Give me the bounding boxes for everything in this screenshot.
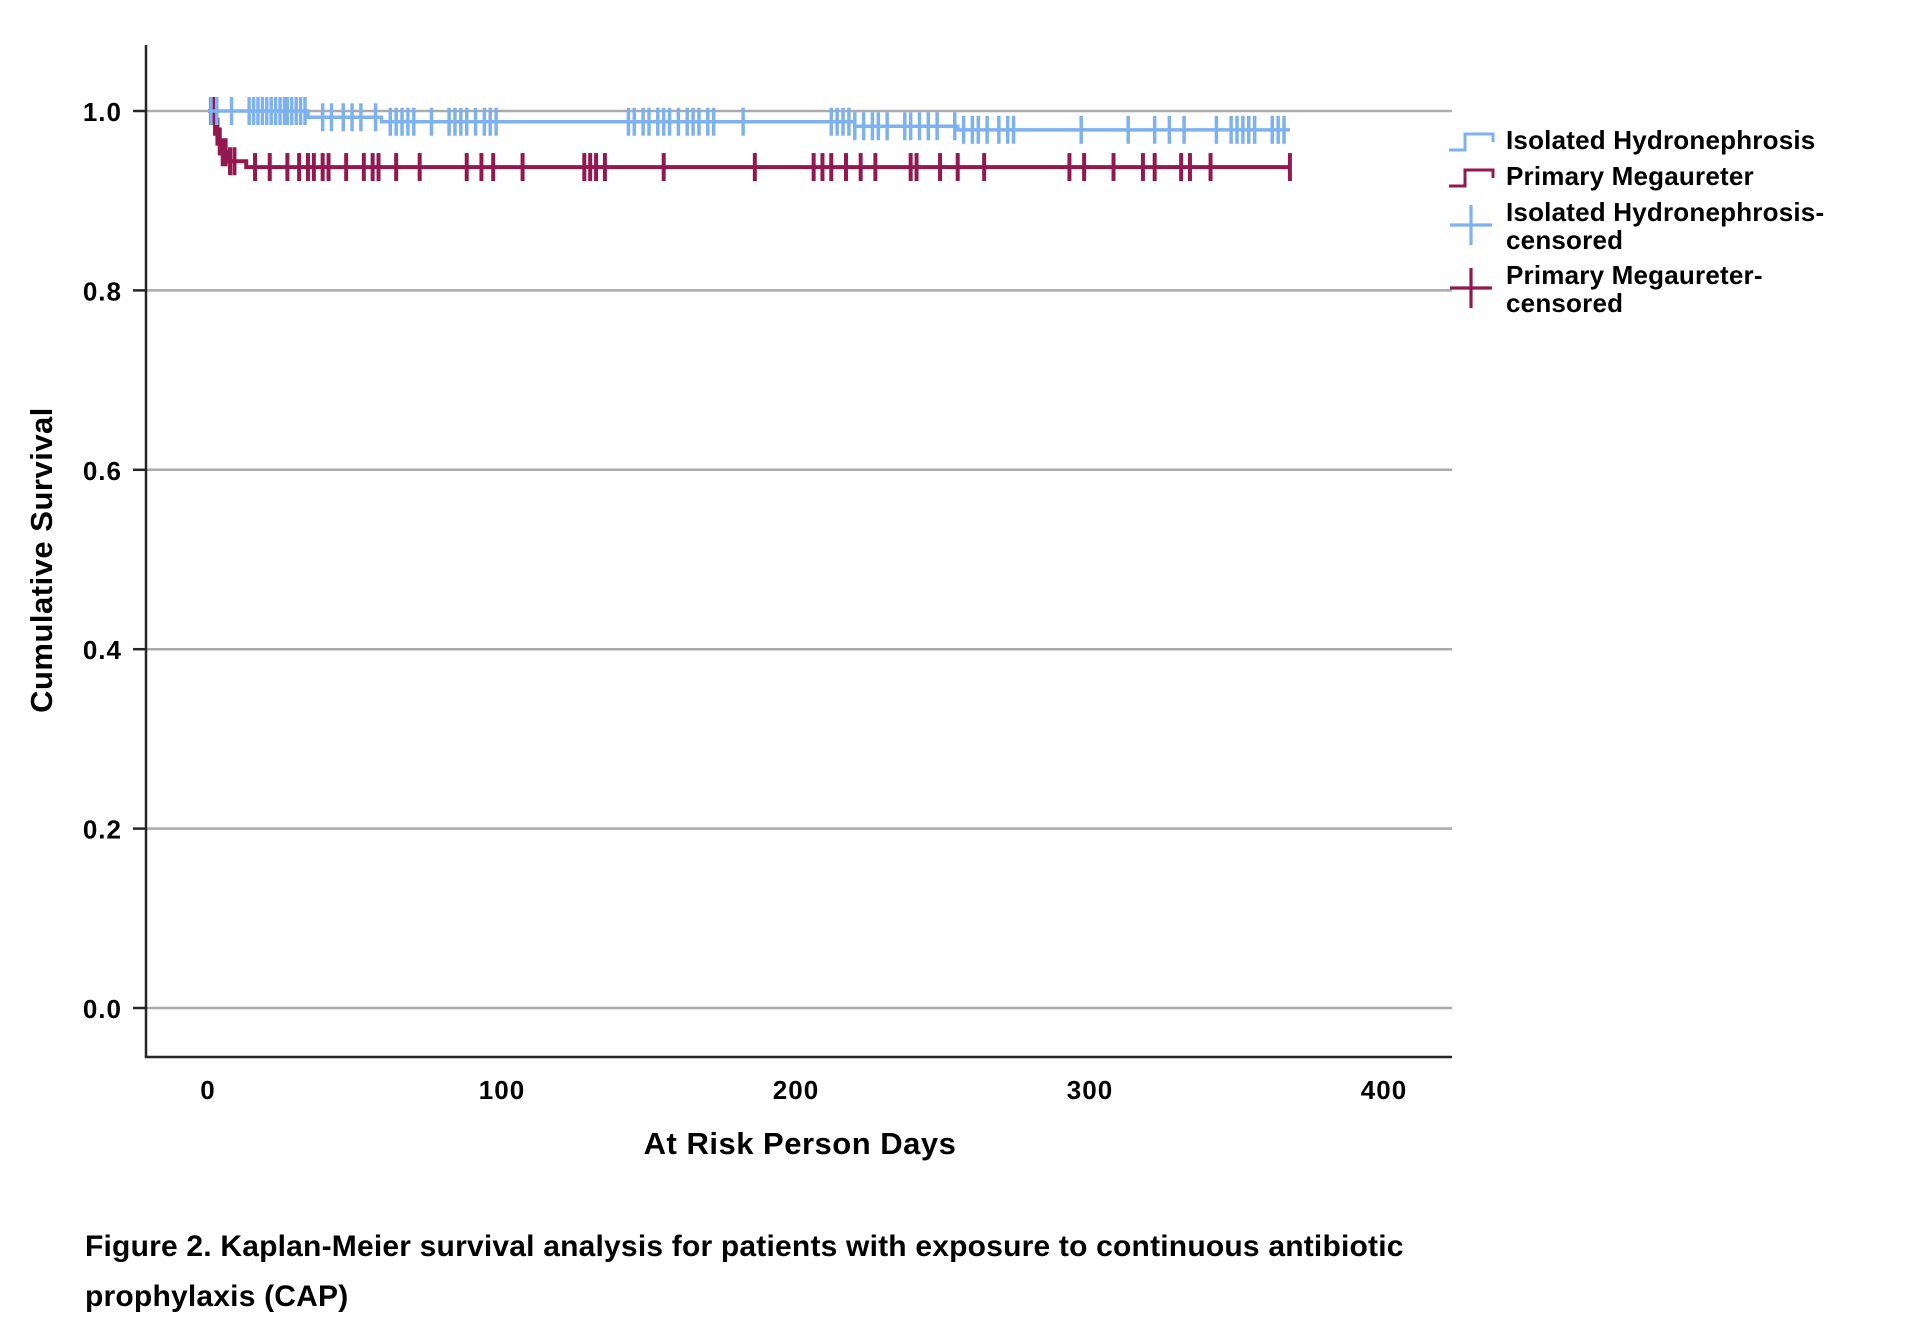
legend-label: Primary Megaureter bbox=[1506, 161, 1754, 191]
censored-plus-icon bbox=[1448, 261, 1506, 309]
legend-label: Primary Megaureter-censored bbox=[1506, 260, 1763, 319]
step-line-icon bbox=[1448, 162, 1506, 191]
chart-legend: Isolated Hydronephrosis Primary Megauret… bbox=[1448, 126, 1878, 317]
x-tick-label: 400 bbox=[1361, 1075, 1407, 1105]
legend-label: Isolated Hydronephrosis bbox=[1506, 125, 1816, 155]
figure-caption: Figure 2. Kaplan-Meier survival analysis… bbox=[85, 1230, 1404, 1313]
survival-curve-isolated-hydronephrosis bbox=[208, 109, 1290, 132]
step-line-icon bbox=[1448, 126, 1506, 155]
legend-item-primary-megaureter: Primary Megaureter bbox=[1448, 162, 1878, 191]
x-tick-label: 0 bbox=[200, 1075, 215, 1105]
y-axis-title: Cumulative Survival bbox=[24, 407, 59, 713]
y-tick-label: 0.2 bbox=[83, 815, 122, 845]
y-tick-label: 0.4 bbox=[83, 635, 122, 665]
legend-item-isolated-hydronephrosis: Isolated Hydronephrosis bbox=[1448, 126, 1878, 155]
y-tick-label: 0.8 bbox=[83, 276, 122, 306]
y-tick-label: 0.0 bbox=[83, 994, 122, 1024]
censored-plus-icon bbox=[1448, 198, 1506, 246]
x-tick-label: 100 bbox=[479, 1075, 525, 1105]
y-tick-label: 1.0 bbox=[83, 97, 122, 127]
km-plot-svg: 0.0 0.2 0.4 0.6 0.8 1.0 0 100 200 300 400 bbox=[83, 45, 1452, 1105]
legend-item-primary-megaureter-censored: Primary Megaureter-censored bbox=[1448, 261, 1878, 317]
x-axis-title: At Risk Person Days bbox=[643, 1126, 957, 1161]
x-tick-label: 200 bbox=[773, 1075, 819, 1105]
y-tick-label: 0.6 bbox=[83, 456, 122, 486]
legend-item-isolated-hydronephrosis-censored: Isolated Hydronephrosis-censored bbox=[1448, 198, 1878, 254]
x-tick-label: 300 bbox=[1067, 1075, 1113, 1105]
legend-label: Isolated Hydronephrosis-censored bbox=[1506, 197, 1825, 256]
